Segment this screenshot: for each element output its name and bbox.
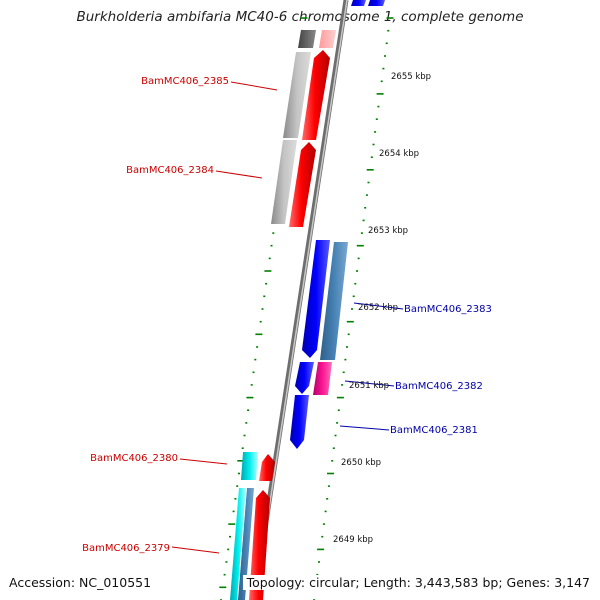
accession-text: Accession: NC_010551	[9, 575, 152, 590]
gene-label-bammc406-2384[interactable]: BamMC406_2384	[126, 165, 214, 176]
gene-label-bammc406-2380[interactable]: BamMC406_2380	[90, 453, 178, 464]
topology-text: Topology: circular; Length: 3,443,583 bp…	[242, 575, 590, 590]
tick-label-2651-kbp: 2651 kbp	[349, 381, 389, 391]
gene-bammc406-2382	[295, 362, 314, 394]
gene-bammc406-2379-steel	[238, 488, 254, 600]
tick-label-2655-kbp: 2655 kbp	[391, 72, 431, 82]
gene-label-bammc406-2383[interactable]: BamMC406_2383	[404, 304, 492, 315]
tick-label-2653-kbp: 2653 kbp	[368, 226, 408, 236]
gene-label-bammc406-2381[interactable]: BamMC406_2381	[390, 425, 478, 436]
tick-label-2650-kbp: 2650 kbp	[341, 458, 381, 468]
map-title: Burkholderia ambifaria MC40-6 chromosome…	[76, 9, 524, 25]
gene-bammc406-2385-grey	[283, 52, 311, 138]
gene-bammc406-2379-cyan	[230, 488, 246, 600]
gene-bammc406-2380-cyan	[241, 452, 258, 480]
tick-label-2649-kbp: 2649 kbp	[333, 535, 373, 545]
tick-label-2652-kbp: 2652 kbp	[358, 303, 398, 313]
gene-bammc406-2382-magenta	[313, 362, 332, 395]
gene-bammc406-2381	[290, 395, 309, 449]
gene-bammc406-2379	[249, 490, 270, 600]
tick-label-2654-kbp: 2654 kbp	[379, 149, 419, 159]
gene-label-bammc406-2385[interactable]: BamMC406_2385	[141, 76, 229, 87]
gene-partial-red-top	[319, 30, 336, 48]
gene-partial-grey-top	[298, 30, 316, 48]
gene-bammc406-2383-steel	[320, 242, 348, 360]
gene-label-bammc406-2382[interactable]: BamMC406_2382	[395, 381, 483, 392]
gene-bammc406-2383	[302, 240, 330, 358]
gene-partial-top-blue-2	[368, 0, 385, 6]
label-leaders	[171, 81, 404, 554]
gene-bammc406-2384	[289, 142, 316, 227]
gene-partial-top-blue	[351, 0, 366, 6]
gene-bammc406-2385	[302, 50, 330, 140]
gene-bammc406-2380	[259, 454, 275, 481]
gene-bammc406-2384-grey	[271, 140, 297, 224]
gene-label-bammc406-2379[interactable]: BamMC406_2379	[82, 543, 170, 554]
